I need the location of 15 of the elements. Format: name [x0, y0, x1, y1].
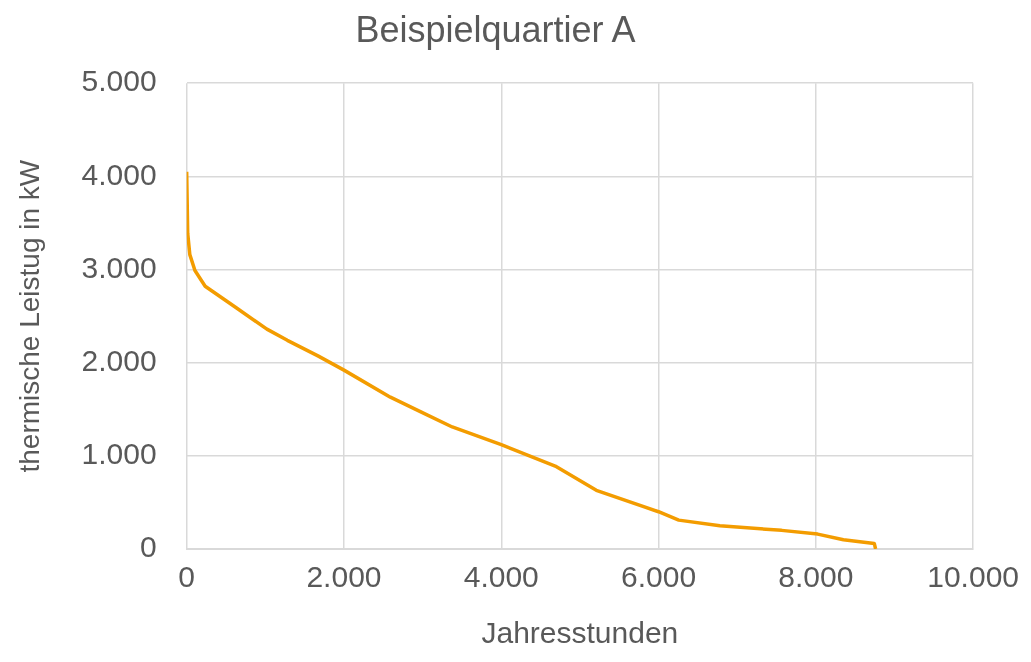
x-tick-label: 2.000	[306, 560, 382, 594]
y-axis-title: thermische Leistug in kW	[13, 159, 45, 473]
y-tick-label: 5.000	[81, 64, 157, 98]
y-tick-label: 2.000	[81, 343, 157, 377]
y-tick-label: 4.000	[81, 157, 157, 191]
x-tick-label: 6.000	[621, 560, 697, 594]
x-tick-label: 10.000	[927, 560, 1019, 594]
x-tick-label: 4.000	[463, 560, 539, 594]
x-axis-title: Jahresstunden	[481, 616, 679, 650]
x-tick-label: 8.000	[778, 560, 854, 594]
chart-title: Beispielquartier A	[355, 8, 636, 50]
y-tick-label: 3.000	[81, 250, 157, 284]
y-tick-label: 1.000	[81, 437, 157, 471]
x-tick-label: 0	[178, 560, 196, 594]
y-tick-label: 0	[139, 530, 157, 564]
